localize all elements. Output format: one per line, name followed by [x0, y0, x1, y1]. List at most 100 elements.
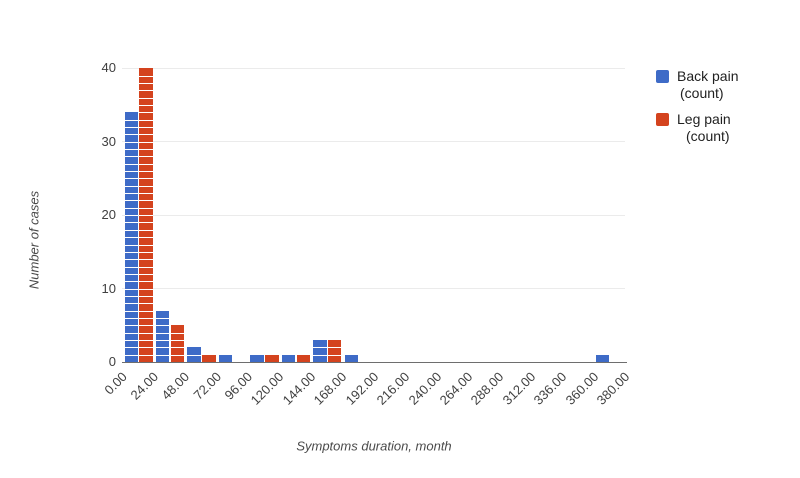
bar-unit-block	[139, 354, 153, 362]
bar-unit-block	[313, 354, 327, 362]
bar-back-pain-bucket-48.00-72.00	[187, 347, 201, 362]
bar-unit-block	[155, 347, 170, 355]
bar-back-pain-bucket-120.00-144.00	[281, 354, 296, 362]
x-tick-label-text: 380.00	[593, 369, 633, 408]
bar-back-pain-bucket-144.00-168.00	[313, 339, 327, 362]
bar-unit-block	[139, 281, 153, 289]
bar-unit-block	[139, 244, 153, 252]
bar-unit-block	[139, 259, 153, 267]
bar-unit-block	[139, 207, 153, 216]
bar-unit-block	[139, 68, 153, 76]
bar-leg-pain-bucket-0.00-24.00	[139, 68, 153, 362]
bar-unit-block	[124, 259, 138, 267]
bar-unit-block	[139, 141, 153, 150]
bar-unit-block	[139, 339, 153, 348]
x-tick-label-text: 312.00	[499, 369, 539, 408]
bar-unit-block	[139, 134, 153, 142]
bar-unit-block	[139, 156, 153, 164]
bar-unit-block	[139, 295, 153, 304]
legend-entry-back-pain: Back pain (count)	[656, 68, 738, 102]
bar-unit-block	[124, 193, 138, 201]
bar-unit-block	[124, 185, 138, 194]
bar-unit-block	[124, 222, 138, 230]
x-tick-label-text: 360.00	[562, 369, 602, 408]
bar-unit-block	[328, 339, 342, 348]
bar-unit-block	[296, 354, 310, 362]
bar-unit-block	[155, 310, 170, 318]
back-pain-swatch-icon	[656, 70, 669, 83]
x-tick-label-text: 0.00	[101, 369, 130, 398]
bar-unit-block	[139, 303, 153, 311]
bar-unit-block	[139, 97, 153, 105]
y-tick-label-20: 20	[101, 207, 116, 222]
bar-unit-block	[139, 332, 153, 340]
bar-unit-block	[139, 200, 153, 208]
bar-unit-block	[170, 332, 185, 340]
bar-unit-block	[155, 325, 170, 333]
x-tick-label-text: 264.00	[436, 369, 476, 408]
bar-unit-block	[139, 273, 153, 282]
x-tick-label-text: 192.00	[342, 369, 382, 408]
bar-unit-block	[313, 347, 327, 355]
bar-unit-block	[124, 141, 138, 150]
bar-unit-block	[187, 354, 201, 362]
legend: Back pain (count) Leg pain (count)	[656, 68, 738, 154]
bar-unit-block	[265, 354, 279, 362]
bar-unit-block	[124, 295, 138, 304]
bar-unit-block	[124, 347, 138, 355]
bar-unit-block	[124, 251, 138, 260]
bar-unit-block	[139, 112, 153, 120]
x-axis-line	[122, 361, 627, 363]
leg-pain-swatch-icon	[656, 113, 669, 126]
bar-back-pain-bucket-360.00-380.00	[596, 354, 610, 362]
x-axis-title: Symptoms duration, month	[296, 438, 452, 454]
bar-unit-block	[139, 317, 153, 326]
bar-unit-block	[124, 178, 138, 186]
y-axis-title: Number of cases	[26, 190, 42, 290]
legend-label-leg-pain: Leg pain (count)	[677, 111, 731, 145]
gridline-y-30	[122, 141, 625, 142]
bar-unit-block	[170, 347, 185, 355]
bar-unit-block	[187, 347, 201, 355]
bar-unit-block	[124, 163, 138, 172]
bar-unit-block	[139, 171, 153, 179]
bar-unit-block	[139, 215, 153, 223]
bar-unit-block	[124, 156, 138, 164]
bar-leg-pain-bucket-96.00-120.00	[265, 354, 279, 362]
bar-unit-block	[139, 119, 153, 127]
legend-entry-leg-pain: Leg pain (count)	[656, 111, 738, 145]
bar-leg-pain-bucket-24.00-48.00	[170, 325, 185, 362]
bar-back-pain-bucket-72.00-96.00	[218, 354, 233, 362]
gridline-y-20	[122, 214, 625, 216]
gridline-y-40	[122, 67, 625, 69]
bar-unit-block	[124, 127, 138, 135]
bar-back-pain-bucket-96.00-120.00	[250, 354, 264, 362]
legend-label-line: Leg pain	[677, 111, 731, 127]
bar-unit-block	[139, 127, 153, 135]
bar-unit-block	[155, 332, 170, 340]
x-tick-label-text: 336.00	[531, 369, 570, 408]
bar-unit-block	[124, 266, 138, 274]
y-tick-label-10: 10	[101, 280, 116, 296]
bar-unit-block	[124, 288, 138, 296]
bar-unit-block	[250, 354, 264, 362]
y-tick-label-30: 30	[101, 133, 116, 149]
x-tick-label-text: 120.00	[248, 369, 287, 408]
bar-unit-block	[328, 354, 342, 362]
bar-leg-pain-bucket-120.00-144.00	[296, 354, 310, 362]
bar-unit-block	[124, 112, 138, 120]
bar-unit-block	[124, 149, 138, 157]
x-tick-label-text: 24.00	[127, 369, 162, 403]
legend-label-line: Back pain	[677, 68, 739, 84]
bar-unit-block	[124, 273, 138, 282]
bar-unit-block	[124, 317, 138, 326]
bar-unit-block	[124, 134, 138, 142]
legend-label-back-pain: Back pain (count)	[677, 68, 738, 102]
bar-unit-block	[139, 149, 153, 157]
bar-unit-block	[139, 193, 153, 201]
bar-unit-block	[202, 354, 216, 362]
bar-unit-block	[124, 119, 138, 127]
plot-area	[122, 67, 627, 363]
bar-unit-block	[155, 339, 170, 348]
bar-unit-block	[124, 303, 138, 311]
